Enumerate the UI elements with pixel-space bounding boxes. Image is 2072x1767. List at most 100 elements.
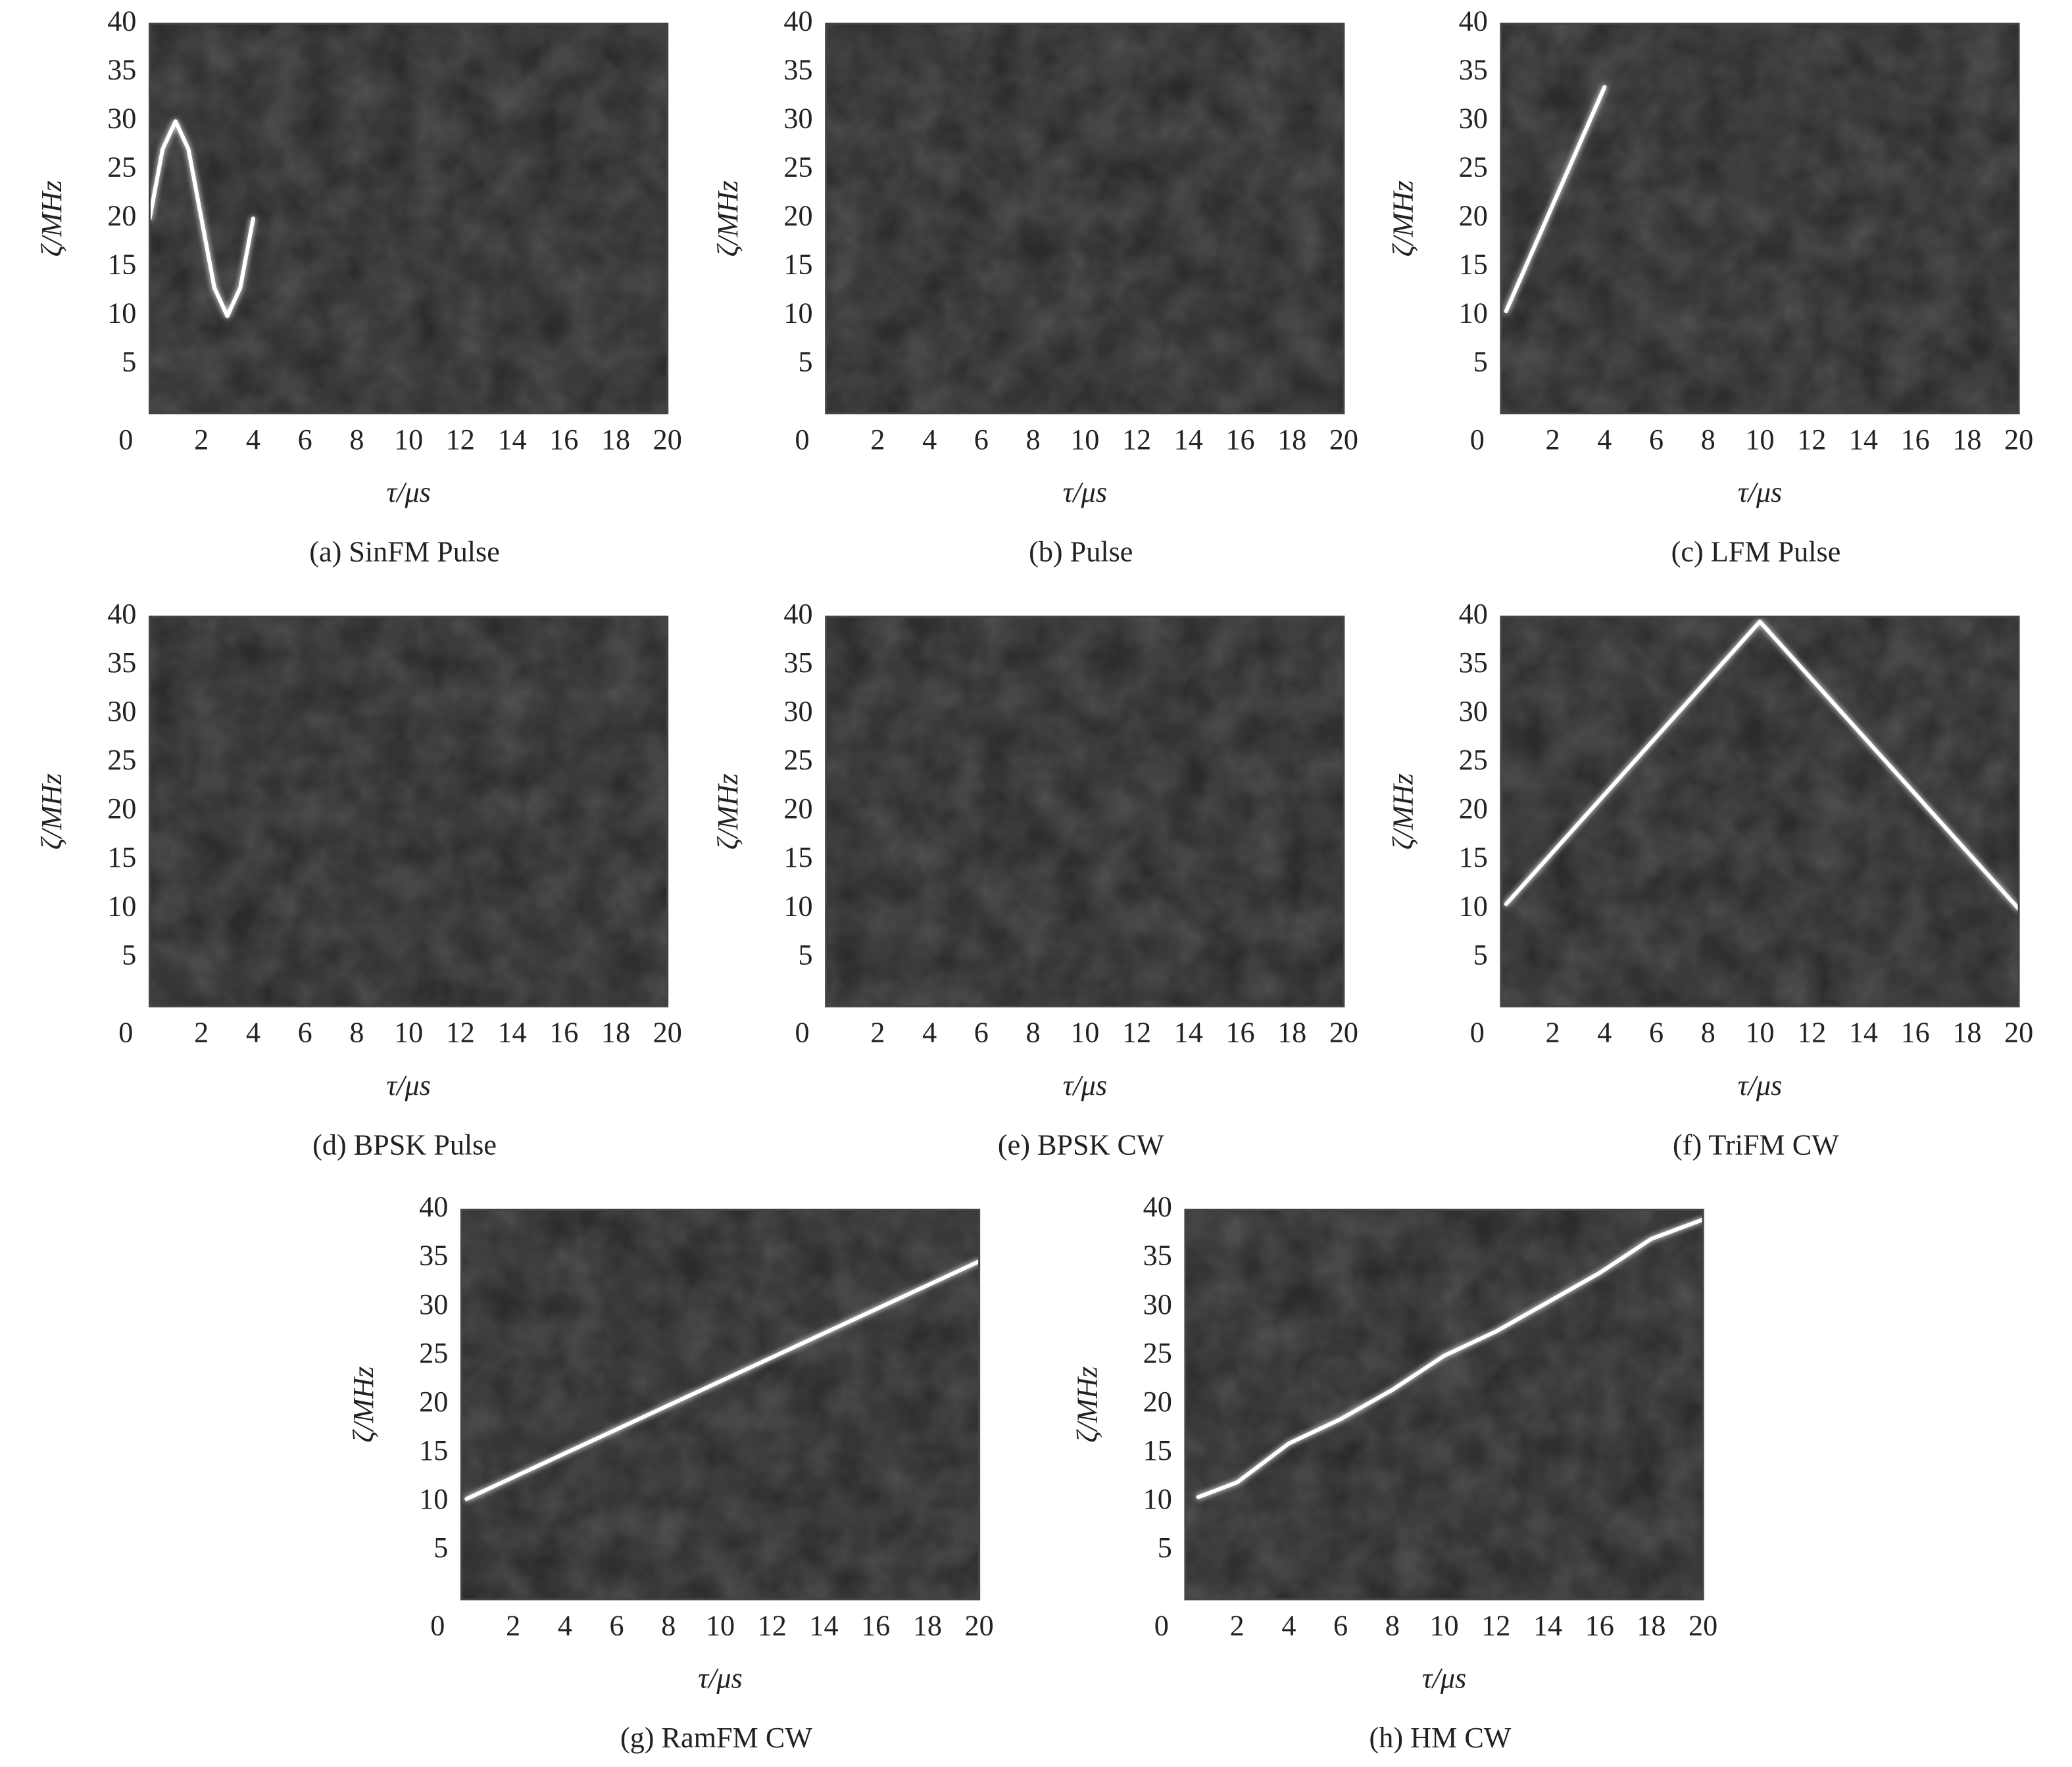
y-tick-label: 30 — [107, 695, 136, 727]
y-tick-label: 40 — [1459, 5, 1488, 37]
noise-texture — [1185, 1209, 1704, 1599]
x-tick-label: 10 — [394, 424, 423, 456]
x-tick-label: 18 — [1952, 424, 1981, 456]
x-tick-label: 14 — [1849, 424, 1878, 456]
plot-frame — [148, 22, 669, 415]
noise-texture — [461, 1209, 979, 1599]
y-tick-label: 15 — [419, 1434, 448, 1466]
y-tick-label: 20 — [783, 200, 812, 232]
x-axis-label: τ/μs — [1738, 476, 1782, 508]
panel-caption: (a) SinFM Pulse — [309, 536, 500, 568]
y-tick-label: 30 — [783, 102, 812, 134]
y-axis-label: ζ/MHz — [36, 180, 68, 256]
x-tick-label: 6 — [298, 1017, 312, 1049]
y-tick-label: 40 — [107, 5, 136, 37]
x-tick-label: 8 — [1026, 424, 1041, 456]
ridge-line — [1504, 619, 2019, 911]
x-tick-label: 16 — [1225, 1017, 1254, 1049]
y-axis-label: ζ/MHz — [36, 773, 68, 850]
x-tick-label: 10 — [394, 1017, 423, 1049]
panel-caption: (c) LFM Pulse — [1671, 536, 1841, 568]
panel-caption: (e) BPSK CW — [998, 1128, 1164, 1161]
y-tick-label: 20 — [419, 1386, 448, 1418]
x-tick-label: 14 — [1533, 1609, 1562, 1641]
y-tick-label: 30 — [1459, 695, 1488, 727]
x-tick-label: 20 — [2004, 1017, 2033, 1049]
x-axis-label: τ/μs — [698, 1662, 742, 1695]
y-tick-label: 30 — [1459, 102, 1488, 134]
x-tick-label: 6 — [1333, 1609, 1348, 1641]
x-tick-label: 4 — [922, 1017, 937, 1049]
x-axis-label: τ/μs — [1738, 1069, 1782, 1101]
panel: 5 10 15 20 25 30 35 40 0 2 4 6 8 10 12 14 16 18 20 τ/μs ζ/MH… — [1387, 5, 2033, 568]
y-tick-label: 15 — [783, 841, 812, 873]
ridge-line — [149, 119, 255, 318]
x-tick-label: 0 — [1470, 1017, 1485, 1049]
noise-texture — [826, 24, 1344, 414]
x-tick-label: 0 — [795, 1017, 809, 1049]
x-tick-label: 4 — [246, 1017, 260, 1049]
y-tick-label: 25 — [419, 1337, 448, 1369]
x-tick-label: 4 — [1597, 424, 1612, 456]
y-tick-label: 25 — [783, 151, 812, 183]
y-tick-label: 40 — [1459, 598, 1488, 630]
y-tick-label: 25 — [1459, 151, 1488, 183]
x-tick-label: 12 — [1797, 424, 1826, 456]
x-tick-label: 4 — [558, 1609, 572, 1641]
y-tick-label: 35 — [419, 1240, 448, 1272]
x-tick-label: 10 — [1429, 1609, 1458, 1641]
noise-texture — [1500, 24, 2019, 414]
y-tick-label: 5 — [122, 938, 136, 971]
x-tick-label: 14 — [1174, 424, 1203, 456]
x-tick-label: 0 — [430, 1609, 445, 1641]
y-tick-label: 5 — [1158, 1532, 1172, 1564]
x-tick-label: 8 — [1385, 1609, 1400, 1641]
x-tick-label: 6 — [298, 424, 312, 456]
y-tick-label: 25 — [107, 151, 136, 183]
x-tick-label: 20 — [1329, 1017, 1358, 1049]
y-tick-label: 25 — [783, 744, 812, 776]
y-tick-label: 5 — [799, 346, 813, 378]
x-tick-label: 0 — [118, 1017, 133, 1049]
x-tick-label: 10 — [706, 1609, 735, 1641]
y-tick-label: 10 — [419, 1483, 448, 1515]
y-tick-label: 10 — [107, 890, 136, 922]
y-tick-label: 5 — [1473, 938, 1488, 971]
x-tick-label: 18 — [1952, 1017, 1981, 1049]
x-tick-label: 8 — [349, 1017, 364, 1049]
y-tick-label: 35 — [783, 53, 812, 85]
y-tick-label: 20 — [107, 200, 136, 232]
y-tick-label: 20 — [1459, 792, 1488, 825]
x-tick-label: 2 — [870, 424, 885, 456]
x-tick-label: 18 — [1637, 1609, 1665, 1641]
y-tick-label: 35 — [783, 646, 812, 679]
plot-frame — [1500, 616, 2020, 1007]
x-tick-label: 16 — [861, 1609, 890, 1641]
plot-area — [1504, 85, 1607, 314]
plot-frame — [460, 1209, 981, 1601]
x-tick-label: 2 — [1546, 424, 1560, 456]
x-axis-label: τ/μs — [1063, 1069, 1107, 1101]
x-tick-label: 6 — [1649, 1017, 1664, 1049]
x-tick-label: 0 — [795, 424, 809, 456]
y-tick-label: 25 — [1143, 1337, 1172, 1369]
x-tick-label: 16 — [1901, 424, 1930, 456]
panel-caption: (b) Pulse — [1029, 536, 1133, 568]
x-tick-label: 12 — [1481, 1609, 1510, 1641]
x-tick-label: 8 — [1701, 1017, 1715, 1049]
panel: 5 10 15 20 25 30 35 40 0 2 4 6 8 10 12 14 16 18 20 τ/μs ζ/MH… — [712, 5, 1358, 568]
x-tick-label: 8 — [1701, 424, 1715, 456]
noise-texture — [1500, 616, 2019, 1007]
y-tick-label: 30 — [783, 695, 812, 727]
x-tick-label: 18 — [1277, 424, 1306, 456]
x-tick-label: 14 — [497, 1017, 526, 1049]
y-tick-label: 5 — [122, 346, 136, 378]
panel-caption: (h) HM CW — [1369, 1722, 1512, 1754]
x-tick-label: 18 — [601, 1017, 630, 1049]
y-tick-label: 10 — [783, 890, 812, 922]
x-tick-label: 6 — [974, 1017, 989, 1049]
x-tick-label: 14 — [1174, 1017, 1203, 1049]
panel-caption: (f) TriFM CW — [1673, 1128, 1839, 1161]
x-axis-label: τ/μs — [386, 1069, 430, 1101]
